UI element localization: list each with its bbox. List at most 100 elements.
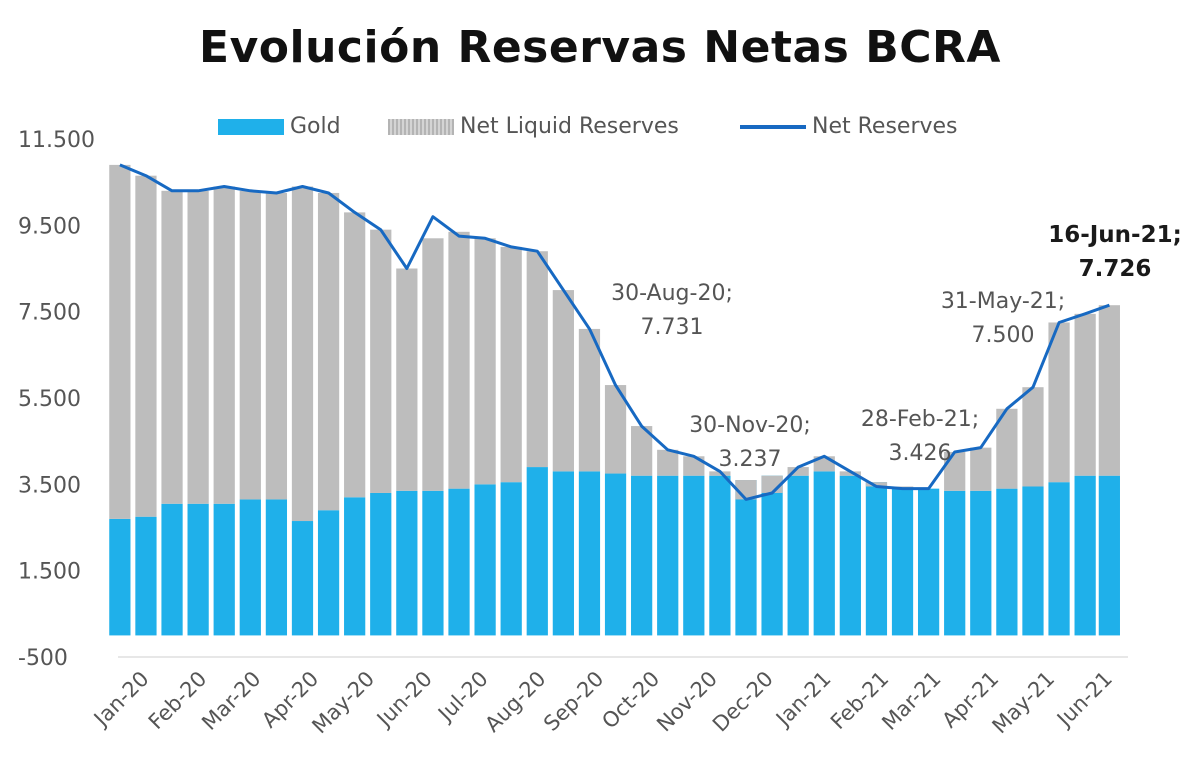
annotation-value: 7.726 [1079, 256, 1152, 282]
net-liquid-bar [213, 186, 235, 504]
net-liquid-bar [604, 385, 627, 474]
gold-bar [1098, 475, 1120, 636]
annotation-date: 30-Aug-20; [611, 281, 733, 306]
y-tick-label: 1.500 [18, 560, 81, 585]
gold-bar [526, 467, 548, 636]
x-tick-label: Feb-20 [144, 667, 212, 735]
annotation-date: 16-Jun-21; [1048, 222, 1182, 248]
annotation-value: 3.237 [719, 447, 782, 472]
net-liquid-bar [291, 186, 314, 522]
x-tick-label: Mar-21 [877, 667, 945, 735]
x-tick-label: Sep-20 [539, 667, 608, 736]
y-tick-label: 7.500 [18, 301, 81, 326]
net-liquid-bar [239, 190, 261, 500]
gold-bar [865, 482, 888, 636]
net-liquid-bar [631, 426, 653, 476]
gold-bar [448, 488, 470, 636]
gold-bar [109, 518, 131, 636]
annotation-value: 7.500 [972, 323, 1035, 348]
gold-bar [370, 492, 392, 636]
gold-bar [474, 484, 496, 636]
annotation-date: 30-Nov-20; [689, 413, 811, 438]
gold-bar [578, 471, 601, 636]
legend-item-net-reserves: Net Reserves [740, 114, 958, 139]
net-liquid-bar [370, 229, 392, 493]
net-liquid-bar [1048, 322, 1070, 483]
legend: Gold Net Liquid Reserves Net Reserves [0, 114, 1200, 146]
net-liquid-bar [422, 238, 444, 491]
x-tick-label: Dec-20 [708, 667, 778, 737]
net-liquid-bar [1022, 387, 1044, 487]
x-tick-label: Jan-21 [770, 667, 836, 733]
net-liquid-bar [1074, 313, 1096, 476]
gold-bar [135, 516, 157, 636]
gold-bar [396, 490, 418, 636]
y-tick-label: 3.500 [18, 473, 81, 498]
gold-bar [683, 475, 705, 636]
gold-bar [239, 499, 261, 636]
gold-bar [709, 475, 731, 636]
y-tick-label: 11.500 [18, 128, 95, 153]
gold-bar [631, 475, 653, 636]
gold-bar [604, 473, 627, 636]
net-liquid-bar [265, 192, 288, 500]
legend-label-net-reserves: Net Reserves [812, 114, 958, 139]
legend-item-net-liquid: Net Liquid Reserves [388, 114, 679, 139]
net-liquid-bar [500, 246, 522, 483]
legend-label-net-liquid: Net Liquid Reserves [460, 114, 679, 139]
net-liquid-bar [474, 238, 496, 485]
x-tick-label: Mar-20 [197, 667, 265, 735]
gold-bar [917, 488, 940, 636]
net-reserves-swatch [740, 124, 806, 129]
gold-bar [1074, 475, 1096, 636]
net-liquid-bar [448, 231, 470, 489]
x-tick-label: Oct-20 [597, 667, 664, 734]
annotation-date: 28-Feb-21; [861, 407, 979, 432]
x-tick-label: Jun-21 [1051, 667, 1117, 733]
net-liquid-bar [396, 268, 418, 491]
gold-bar [552, 471, 574, 636]
net-liquid-bar [187, 190, 209, 504]
net-liquid-bar [161, 190, 183, 504]
gold-bar [161, 503, 183, 636]
gold-bar [970, 490, 992, 636]
gold-bar [500, 482, 522, 636]
annotation-date: 31-May-21; [941, 289, 1065, 314]
gold-swatch [218, 118, 284, 135]
x-tick-label: Nov-20 [652, 667, 722, 737]
net-liquid-bar [344, 212, 366, 498]
gold-bar [813, 471, 835, 636]
x-tick-label: May-21 [988, 667, 1060, 739]
net-liquid-bar [552, 290, 574, 472]
gold-bar [213, 503, 235, 636]
net-liquid-bar [683, 456, 705, 476]
gold-bar [787, 475, 809, 636]
y-tick-label: -500 [18, 646, 68, 671]
legend-label-gold: Gold [290, 114, 341, 139]
net-liquid-bar [1098, 305, 1120, 476]
net-liquid-bar [970, 447, 992, 491]
annotation-value: 7.731 [641, 315, 704, 340]
net-reserves-line [119, 163, 1110, 501]
net-liquid-bar [317, 192, 340, 511]
net-liquid-bar [865, 482, 888, 487]
gold-bar [187, 503, 209, 636]
gold-bar [657, 475, 679, 636]
x-tick-label: Aug-20 [480, 667, 550, 737]
net-liquid-bar [839, 471, 861, 476]
net-liquid-bar [109, 164, 131, 519]
gold-bar [891, 486, 914, 636]
gold-bar [839, 475, 861, 636]
gold-bar [317, 510, 340, 636]
annotation-value: 3.426 [889, 441, 952, 466]
net-liquid-bar [787, 467, 809, 476]
gold-bar [1022, 486, 1044, 636]
y-tick-label: 9.500 [18, 214, 81, 239]
gold-bar [735, 480, 757, 636]
gold-bar [1048, 482, 1070, 636]
net-liquid-bar [657, 449, 679, 476]
x-tick-label: May-20 [307, 667, 379, 739]
net-liquid-swatch [388, 118, 454, 135]
gold-bar [291, 521, 314, 636]
